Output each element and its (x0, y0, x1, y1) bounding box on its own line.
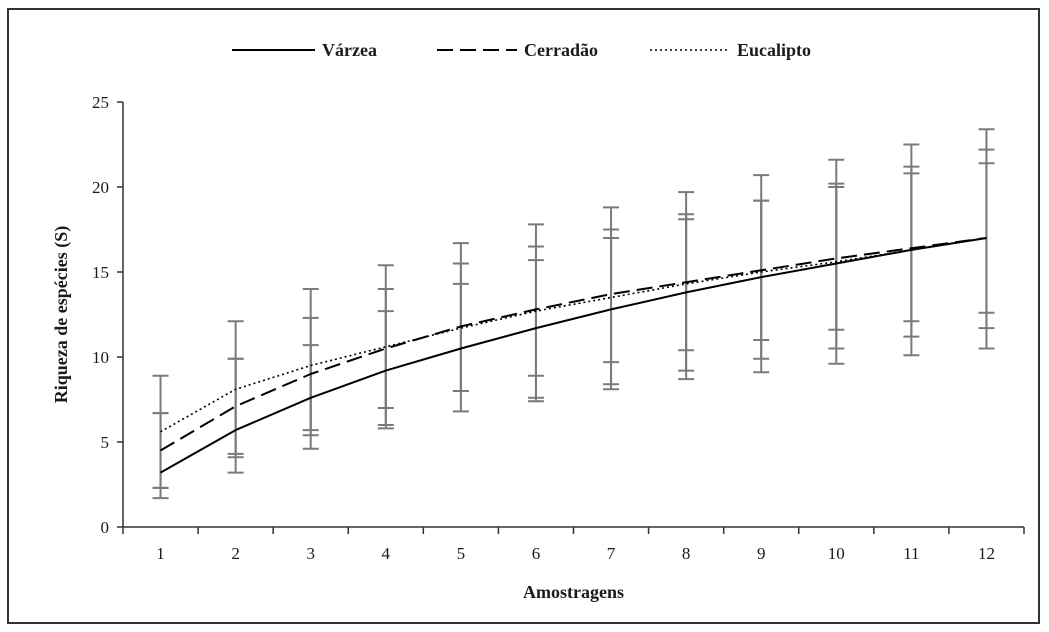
y-tick-label-0: 0 (101, 518, 110, 537)
x-tick-label-3: 3 (306, 544, 315, 563)
series-lines-layer (159, 237, 987, 474)
y-tick-label-10: 10 (92, 348, 109, 367)
x-axis-title: Amostragens (523, 582, 624, 602)
figure-frame (7, 8, 1040, 624)
x-tick-label-10: 10 (828, 544, 845, 563)
error-bar-eucalipto-4 (377, 310, 394, 409)
axes-layer (122, 102, 1024, 528)
legend-label-eucalipto: Eucalipto (737, 40, 811, 60)
x-tick-label-12: 12 (978, 544, 995, 563)
y-axis-title: Riqueza de espécies (S) (51, 226, 72, 403)
error-bar-eucalipto-7 (603, 237, 620, 364)
y-tick-label-25: 25 (92, 93, 109, 112)
legend-item-eucalipto: Eucalipto (650, 40, 811, 60)
series-line-cerradao (159, 237, 987, 452)
error-bar-eucalipto-5 (452, 282, 469, 392)
error-bar-eucalipto-8 (678, 218, 695, 352)
x-tick-label-4: 4 (382, 544, 391, 563)
x-ticks: 1 2 3 4 5 6 7 8 9 10 11 12 (122, 527, 1025, 563)
series-line-varzea (160, 237, 987, 474)
y-tick-label-20: 20 (92, 178, 109, 197)
x-tick-label-8: 8 (682, 544, 691, 563)
legend-label-varzea: Várzea (322, 40, 377, 60)
error-bar-eucalipto-11 (903, 165, 920, 323)
error-bar-eucalipto-6 (527, 259, 544, 377)
series-line-eucalipto (160, 237, 987, 433)
x-tick-label-9: 9 (757, 544, 766, 563)
error-bar-eucalipto-10 (828, 182, 845, 331)
x-tick-label-7: 7 (607, 544, 616, 563)
error-bars-layer (152, 128, 995, 500)
x-tick-label-2: 2 (231, 544, 240, 563)
y-tick-label-15: 15 (92, 263, 109, 282)
y-tick-label-5: 5 (101, 433, 110, 452)
y-ticks: 0 5 10 15 20 25 (92, 93, 123, 537)
legend: Várzea Cerradão Eucalipto (232, 40, 811, 60)
legend-item-cerradao: Cerradão (437, 40, 598, 60)
x-tick-label-1: 1 (156, 544, 165, 563)
x-tick-label-5: 5 (457, 544, 466, 563)
legend-label-cerradao: Cerradão (524, 40, 598, 60)
error-bar-eucalipto-2 (227, 357, 244, 455)
error-bar-eucalipto-3 (302, 344, 319, 432)
x-tick-label-6: 6 (532, 544, 541, 563)
x-tick-label-11: 11 (903, 544, 919, 563)
legend-item-varzea: Várzea (232, 40, 377, 60)
